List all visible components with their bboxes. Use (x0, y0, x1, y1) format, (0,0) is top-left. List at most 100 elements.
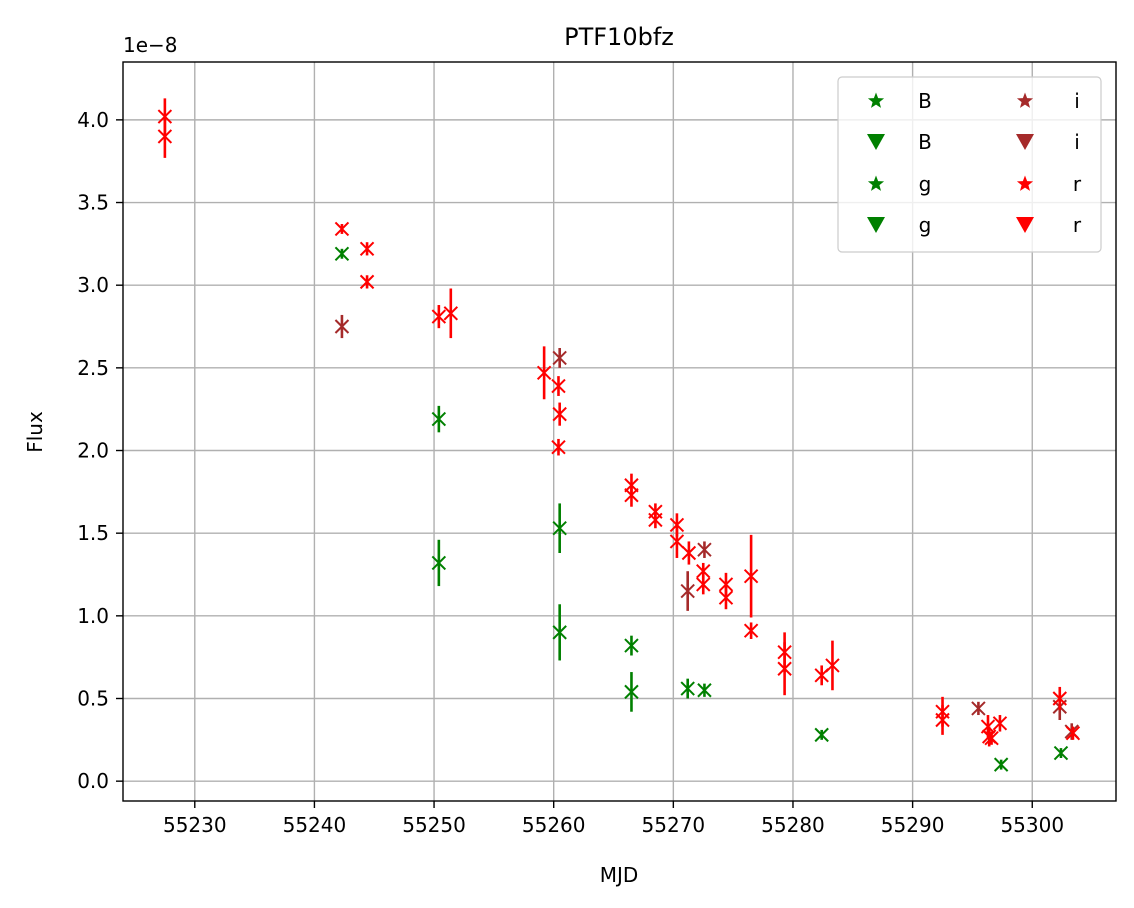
x-axis-label: MJD (600, 863, 639, 887)
legend-triangle-marker (867, 217, 885, 233)
x-marker-stroke (743, 623, 759, 638)
y-tick-label: 1.5 (77, 521, 109, 545)
legend-label: B (918, 89, 932, 113)
x-marker-stroke (697, 542, 712, 557)
x-marker-stroke (552, 521, 567, 536)
legend-entry: B (867, 130, 932, 154)
legend-star-marker (867, 92, 885, 108)
x-tick-label: 55270 (642, 813, 706, 837)
y-tick-label: 3.5 (77, 191, 109, 215)
data-point-g (334, 246, 350, 261)
x-marker-stroke (552, 406, 567, 422)
data-point-g (624, 635, 639, 656)
data-point-g (431, 539, 447, 587)
x-marker-stroke (334, 319, 350, 334)
data-point-r (777, 642, 792, 696)
x-marker-stroke (669, 534, 685, 549)
x-tick-label: 55300 (1000, 813, 1064, 837)
x-marker-stroke (825, 658, 840, 673)
data-point-g (552, 503, 567, 554)
legend-entry: g (867, 213, 931, 237)
data-point-r (935, 705, 950, 735)
legend-label: i (1074, 89, 1080, 113)
data-point-r (825, 640, 840, 691)
y-axis-label: Flux (23, 411, 47, 453)
x-marker-stroke (551, 378, 566, 394)
data-point-r (334, 221, 350, 237)
x-marker-stroke (536, 365, 552, 381)
data-point-i (552, 348, 567, 368)
legend-star-marker (1016, 175, 1034, 191)
x-marker-stroke (1052, 691, 1067, 706)
x-marker-stroke (157, 129, 173, 144)
x-marker-stroke (984, 730, 999, 746)
data-point-r (536, 346, 552, 400)
data-point-i (971, 701, 986, 716)
legend-star-marker (1016, 92, 1034, 108)
data-point-i (334, 314, 350, 339)
x-marker-stroke (551, 439, 566, 455)
y-tick-label: 0.0 (77, 769, 109, 793)
x-marker-stroke (431, 555, 447, 571)
data-points (157, 98, 1081, 772)
x-marker-stroke (552, 625, 567, 640)
data-point-r (1065, 726, 1081, 741)
x-marker-stroke (681, 545, 697, 561)
data-point-r (431, 305, 447, 329)
x-marker-stroke (431, 309, 447, 324)
x-marker-stroke (624, 684, 639, 700)
x-marker-stroke (624, 638, 639, 653)
legend-entry: r (1016, 172, 1082, 196)
x-marker-stroke (718, 577, 734, 592)
data-point-g (680, 678, 695, 699)
legend-label: B (918, 130, 932, 154)
legend-triangle-marker (1016, 134, 1034, 150)
plot-frame (122, 61, 1117, 802)
data-point-r (743, 622, 759, 639)
y-tick-label: 2.5 (77, 356, 109, 380)
legend-entry: i (1016, 130, 1080, 154)
data-point-r (443, 288, 459, 339)
legend-triangle-marker (1016, 217, 1034, 233)
data-point-r (157, 114, 173, 158)
y-tick-label: 1.0 (77, 604, 109, 628)
x-marker-stroke (680, 583, 695, 599)
legend-entry: r (1016, 213, 1082, 237)
x-marker-stroke (648, 512, 663, 528)
x-marker-stroke (777, 661, 792, 676)
data-point-i (680, 571, 695, 611)
y-tick-label: 3.0 (77, 273, 109, 297)
x-marker-stroke (743, 568, 759, 584)
data-point-r (359, 274, 375, 290)
y-tick-label: 0.5 (77, 686, 109, 710)
x-marker-stroke (334, 221, 350, 237)
x-tick-label: 55260 (522, 813, 586, 837)
x-marker-stroke (680, 681, 695, 696)
data-point-i (697, 541, 712, 558)
x-marker-stroke (359, 274, 375, 290)
data-point-r (648, 511, 663, 529)
data-point-r (552, 402, 567, 426)
x-tick-label: 55230 (163, 813, 227, 837)
data-point-g (431, 405, 447, 433)
x-marker-stroke (696, 577, 711, 592)
data-point-r (624, 483, 639, 507)
data-point-g (993, 757, 1009, 772)
legend-box (837, 76, 1102, 253)
x-marker-stroke (334, 246, 350, 261)
x-marker-stroke (814, 727, 829, 743)
x-marker-stroke (552, 350, 567, 366)
legend-entry: i (1016, 89, 1080, 113)
x-marker-stroke (992, 716, 1008, 731)
data-point-r (681, 541, 697, 565)
x-marker-stroke (1053, 745, 1069, 761)
data-point-g (1053, 745, 1069, 761)
x-marker-stroke (971, 701, 986, 716)
x-marker-stroke (935, 712, 950, 728)
data-point-r (992, 715, 1008, 732)
legend-label: r (1073, 213, 1082, 237)
data-point-r (696, 574, 711, 595)
chart-title: PTF10bfz (564, 23, 674, 51)
data-point-r (551, 438, 566, 456)
